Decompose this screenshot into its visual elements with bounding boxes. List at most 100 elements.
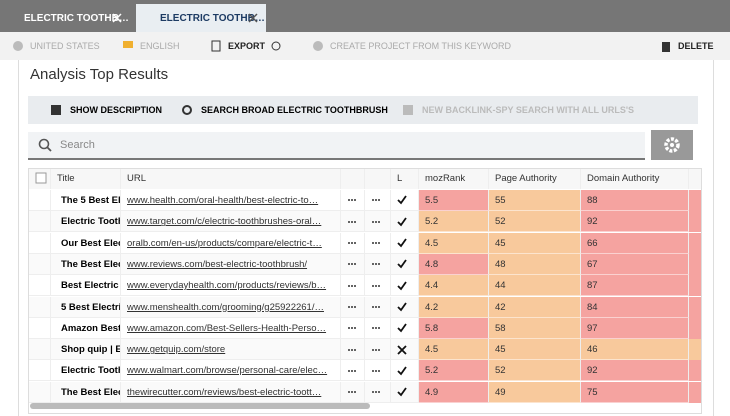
menu-cell[interactable] bbox=[365, 253, 391, 275]
menu-cell[interactable] bbox=[341, 296, 365, 318]
checkbox-header[interactable] bbox=[29, 169, 51, 189]
metric-cell: 58 bbox=[489, 317, 581, 339]
url-cell[interactable]: www.target.com/c/electric-toothbrushes-o… bbox=[121, 211, 341, 233]
metric-cell: 52 bbox=[489, 211, 581, 233]
row-spacer bbox=[29, 339, 51, 361]
url-cell[interactable]: www.menshealth.com/grooming/g25922261/… bbox=[121, 296, 341, 318]
column-header[interactable]: L bbox=[391, 169, 419, 189]
link-cell bbox=[391, 339, 419, 361]
url-cell[interactable]: www.amazon.com/Best-Sellers-Health-Perso… bbox=[121, 317, 341, 339]
menu-cell[interactable] bbox=[365, 317, 391, 339]
settings-button[interactable] bbox=[651, 130, 693, 160]
metric-cell: 67 bbox=[581, 253, 689, 275]
export-button[interactable]: EXPORT bbox=[210, 32, 281, 60]
column-header[interactable]: URL bbox=[121, 169, 341, 189]
menu-cell[interactable] bbox=[365, 339, 391, 361]
title-cell: The Best Electr… bbox=[51, 381, 121, 403]
menu-cell[interactable] bbox=[341, 190, 365, 211]
action-button[interactable]: SEARCH BROAD ELECTRIC TOOTHBRUSH bbox=[181, 96, 388, 124]
metric-cell: 52 bbox=[489, 360, 581, 382]
trash-icon bbox=[662, 42, 670, 52]
column-header[interactable] bbox=[689, 169, 701, 189]
label: EXPORT bbox=[228, 41, 266, 51]
menu-cell[interactable] bbox=[341, 339, 365, 361]
action-button[interactable]: NEW BACKLINK-SPY SEARCH WITH ALL URLS'S bbox=[402, 96, 634, 124]
menu-cell[interactable] bbox=[341, 381, 365, 403]
menu-cell[interactable] bbox=[365, 232, 391, 254]
metric-cell: 45 bbox=[489, 232, 581, 254]
toolbar: UNITED STATES ENGLISH EXPORT CREATE PROJ… bbox=[0, 32, 730, 60]
menu-cell[interactable] bbox=[365, 211, 391, 233]
metric-cell: 88 bbox=[581, 190, 689, 211]
overflow-cell bbox=[689, 253, 701, 275]
url-cell[interactable]: thewirecutter.com/reviews/best-electric-… bbox=[121, 381, 341, 403]
dropdown-icon bbox=[271, 41, 281, 51]
menu-cell[interactable] bbox=[341, 232, 365, 254]
metric-cell: 4.9 bbox=[419, 381, 489, 403]
menu-cell[interactable] bbox=[341, 360, 365, 382]
dots-icon bbox=[372, 348, 380, 351]
cross-icon bbox=[397, 344, 407, 355]
title-cell: Best Electric To… bbox=[51, 275, 121, 297]
language-button[interactable]: ENGLISH bbox=[122, 32, 180, 60]
url-cell[interactable]: www.reviews.com/best-electric-toothbrush… bbox=[121, 253, 341, 275]
close-icon[interactable] bbox=[248, 13, 258, 23]
column-header[interactable]: Title bbox=[51, 169, 121, 189]
tab-bar: ELECTRIC TOOTHB… ELECTRIC TOOTHB… bbox=[0, 0, 730, 32]
link-cell bbox=[391, 232, 419, 254]
title-cell: 5 Best Electric … bbox=[51, 296, 121, 318]
tab[interactable]: ELECTRIC TOOTHB… bbox=[136, 4, 266, 32]
label: SHOW DESCRIPTION bbox=[70, 105, 163, 115]
overflow-cell bbox=[689, 296, 701, 318]
title-cell: The Best Electr… bbox=[51, 253, 121, 275]
title-cell: Electric Toothb… bbox=[51, 211, 121, 233]
menu-cell[interactable] bbox=[341, 211, 365, 233]
metric-cell: 5.2 bbox=[419, 360, 489, 382]
title-cell: Amazon Best S… bbox=[51, 317, 121, 339]
url-cell[interactable]: oralb.com/en-us/products/compare/electri… bbox=[121, 232, 341, 254]
search-box[interactable]: Search bbox=[28, 132, 645, 160]
menu-cell[interactable] bbox=[365, 381, 391, 403]
dots-icon bbox=[348, 305, 356, 308]
menu-cell[interactable] bbox=[365, 190, 391, 211]
column-header[interactable] bbox=[341, 169, 365, 189]
menu-cell[interactable] bbox=[341, 253, 365, 275]
action-button[interactable]: SHOW DESCRIPTION bbox=[50, 96, 162, 124]
menu-cell[interactable] bbox=[365, 360, 391, 382]
tab[interactable]: ELECTRIC TOOTHB… bbox=[0, 4, 130, 32]
menu-cell[interactable] bbox=[341, 275, 365, 297]
metric-cell: 4.5 bbox=[419, 232, 489, 254]
url-cell[interactable]: www.everydayhealth.com/products/reviews/… bbox=[121, 275, 341, 297]
metric-cell: 97 bbox=[581, 317, 689, 339]
column-header[interactable] bbox=[365, 169, 391, 189]
check-icon bbox=[397, 323, 407, 333]
menu-cell[interactable] bbox=[365, 275, 391, 297]
url-cell[interactable]: www.getquip.com/store bbox=[121, 339, 341, 361]
column-header[interactable]: Page Authority bbox=[489, 169, 581, 189]
column-header[interactable]: Domain Authority bbox=[581, 169, 689, 189]
metric-cell: 84 bbox=[581, 296, 689, 318]
country-button[interactable]: UNITED STATES bbox=[12, 32, 100, 60]
delete-button[interactable]: DELETE bbox=[660, 32, 714, 60]
label: DELETE bbox=[678, 41, 714, 51]
create-project-button[interactable]: CREATE PROJECT FROM THIS KEYWORD bbox=[312, 32, 511, 60]
menu-cell[interactable] bbox=[341, 317, 365, 339]
url-cell[interactable]: www.walmart.com/browse/personal-care/ele… bbox=[121, 360, 341, 382]
row-spacer bbox=[29, 317, 51, 339]
column-header[interactable]: mozRank bbox=[419, 169, 489, 189]
dots-icon bbox=[372, 369, 380, 372]
menu-cell[interactable] bbox=[365, 296, 391, 318]
check-icon bbox=[397, 238, 407, 248]
label: NEW BACKLINK-SPY SEARCH WITH ALL URLS'S bbox=[422, 105, 634, 115]
overflow-cell bbox=[689, 360, 701, 382]
scrollbar[interactable] bbox=[30, 403, 370, 409]
close-icon[interactable] bbox=[112, 13, 122, 23]
metric-cell: 46 bbox=[581, 339, 689, 361]
metric-cell: 92 bbox=[581, 211, 689, 233]
title-cell: Electric Toothb… bbox=[51, 360, 121, 382]
dots-icon bbox=[348, 369, 356, 372]
url-cell[interactable]: www.health.com/oral-health/best-electric… bbox=[121, 190, 341, 211]
metric-cell: 92 bbox=[581, 360, 689, 382]
row-spacer bbox=[29, 275, 51, 297]
